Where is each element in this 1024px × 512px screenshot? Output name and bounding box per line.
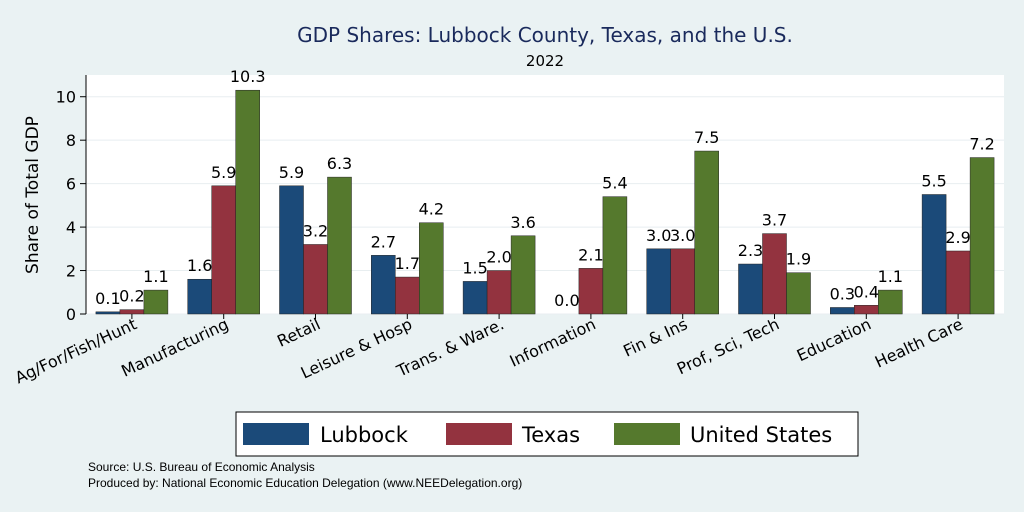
value-label: 1.1: [143, 267, 168, 286]
value-label: 6.3: [327, 154, 352, 173]
bar-texas-information: [578, 268, 604, 315]
value-label: 2.0: [486, 248, 511, 267]
y-ticks: 0 2 4 6 8 10: [56, 88, 86, 324]
y-axis-label: Share of Total GDP: [23, 116, 43, 274]
legend-label-lubbock: Lubbock: [320, 423, 409, 447]
bar-lubbock-manufacturing: [187, 278, 212, 315]
bar-texas-prof-sci-tech: [762, 233, 787, 315]
value-label: 2.3: [738, 241, 763, 260]
bar-united-states-prof-sci-tech: [786, 272, 811, 315]
bar-united-states-retail: [327, 176, 352, 315]
value-label: 3.2: [303, 221, 328, 240]
legend: Lubbock Texas United States: [235, 411, 859, 457]
bar-lubbock-education: [830, 307, 855, 315]
value-label: 2.7: [371, 232, 396, 251]
legend-label-united-states: United States: [690, 423, 832, 447]
value-label: 1.9: [786, 250, 811, 269]
produced-by-note: Produced by: National Economic Education…: [88, 476, 522, 490]
category-label: Fin & Ins: [620, 314, 690, 360]
bar-lubbock-prof-sci-tech: [738, 263, 763, 315]
y-tick-label: 10: [56, 88, 76, 107]
y-tick-label: 0: [66, 305, 76, 324]
value-label: 1.7: [395, 254, 420, 273]
category-label: Ag/For/Fish/Hunt: [12, 314, 140, 387]
legend-swatch-texas: [446, 423, 512, 445]
category-label: Information: [507, 314, 599, 370]
value-label: 1.5: [462, 258, 487, 277]
bars-group: [95, 89, 995, 315]
value-label: 0.4: [854, 282, 879, 301]
category-label: Retail: [274, 314, 323, 350]
y-tick-label: 2: [66, 262, 76, 281]
chart-title: GDP Shares: Lubbock County, Texas, and t…: [297, 23, 793, 47]
value-label: 3.0: [646, 226, 671, 245]
category-label: Prof, Sci, Tech: [674, 314, 782, 378]
y-tick-label: 6: [66, 175, 76, 194]
value-label: 5.9: [279, 163, 304, 182]
source-note: Source: U.S. Bureau of Economic Analysis: [88, 460, 315, 474]
value-label: 0.0: [554, 291, 579, 310]
bar-texas-retail: [303, 244, 328, 315]
bar-lubbock-trans-ware: [462, 281, 488, 315]
value-label: 5.9: [211, 163, 236, 182]
bar-lubbock-leisure-hosp: [371, 255, 396, 315]
bar-texas-ag-for-fish-hunt: [119, 309, 145, 315]
bar-lubbock-retail: [279, 185, 304, 315]
bar-lubbock-fin-ins: [646, 248, 671, 315]
value-label: 0.3: [830, 284, 855, 303]
value-label: 3.6: [510, 213, 535, 232]
y-tick-label: 8: [66, 131, 76, 150]
bar-united-states-fin-ins: [694, 150, 719, 315]
value-label: 3.0: [670, 226, 695, 245]
bar-texas-health-care: [945, 250, 971, 315]
value-label: 3.7: [762, 211, 787, 230]
bar-texas-trans-ware: [486, 270, 512, 315]
value-label: 0.2: [119, 287, 144, 306]
value-label: 7.2: [969, 135, 994, 154]
bar-lubbock-health-care: [921, 194, 947, 315]
bar-lubbock-ag-for-fish-hunt: [95, 311, 121, 315]
bar-united-states-manufacturing: [235, 89, 260, 315]
legend-swatch-united-states: [614, 423, 680, 445]
legend-box: [235, 411, 859, 457]
bar-texas-manufacturing: [211, 185, 236, 315]
bar-texas-fin-ins: [670, 248, 695, 315]
category-label: Health Care: [872, 314, 966, 371]
bar-united-states-education: [878, 289, 903, 315]
bar-united-states-health-care: [969, 157, 995, 315]
bar-united-states-ag-for-fish-hunt: [143, 289, 169, 315]
value-label: 1.1: [878, 267, 903, 286]
bar-united-states-trans-ware: [510, 235, 536, 315]
y-tick-label: 4: [66, 218, 76, 237]
value-label: 7.5: [694, 128, 719, 147]
value-label: 10.3: [230, 67, 266, 86]
value-label: 2.9: [945, 228, 970, 247]
chart-subtitle: 2022: [526, 52, 564, 70]
bar-texas-education: [854, 305, 879, 315]
value-label: 1.6: [187, 256, 212, 275]
legend-label-texas: Texas: [521, 423, 580, 447]
bar-texas-leisure-hosp: [395, 276, 420, 315]
legend-swatch-lubbock: [243, 423, 309, 445]
value-label: 5.5: [921, 172, 946, 191]
value-label: 2.1: [578, 245, 603, 264]
bar-united-states-information: [602, 196, 628, 315]
value-label: 4.2: [419, 200, 444, 219]
category-label: Education: [794, 314, 874, 365]
value-label: 0.1: [95, 289, 120, 308]
value-label: 5.4: [602, 174, 627, 193]
bar-united-states-leisure-hosp: [419, 222, 444, 315]
value-labels: 0.10.21.11.65.910.35.93.26.32.71.74.21.5…: [95, 67, 995, 310]
